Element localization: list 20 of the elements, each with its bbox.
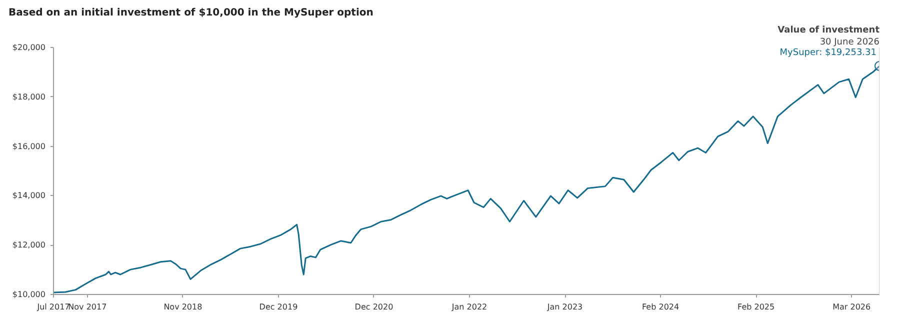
y-tick-label: $16,000	[12, 142, 46, 151]
x-tick-label: Jan 2022	[450, 302, 488, 312]
x-tick-label: Nov 2018	[164, 302, 202, 312]
y-tick-label: $10,000	[12, 290, 46, 299]
x-tick-label: Jul 2017	[36, 302, 70, 312]
chart-title: Based on an initial investment of $10,000 in the MySuper option	[8, 8, 374, 18]
x-tick-label: Jan 2023	[546, 302, 583, 312]
y-tick-label: $12,000	[12, 240, 46, 250]
x-tick-label: Dec 2020	[354, 302, 394, 312]
annotation: 30 June 2026	[820, 38, 880, 48]
x-tick-label: Feb 2025	[738, 302, 775, 312]
x-tick-label: Mar 2026	[832, 302, 871, 312]
y-tick-label: $14,000	[12, 191, 46, 200]
x-tick-label: Dec 2019	[259, 302, 298, 312]
x-tick-label: Nov 2017	[68, 302, 107, 312]
annotation: MySuper: $19,253.31	[780, 48, 877, 58]
y-tick-label: $20,000	[12, 43, 46, 52]
x-tick-label: Feb 2024	[642, 302, 680, 312]
y-tick-label: $18,000	[12, 92, 46, 102]
text: Value of investment	[778, 26, 880, 36]
